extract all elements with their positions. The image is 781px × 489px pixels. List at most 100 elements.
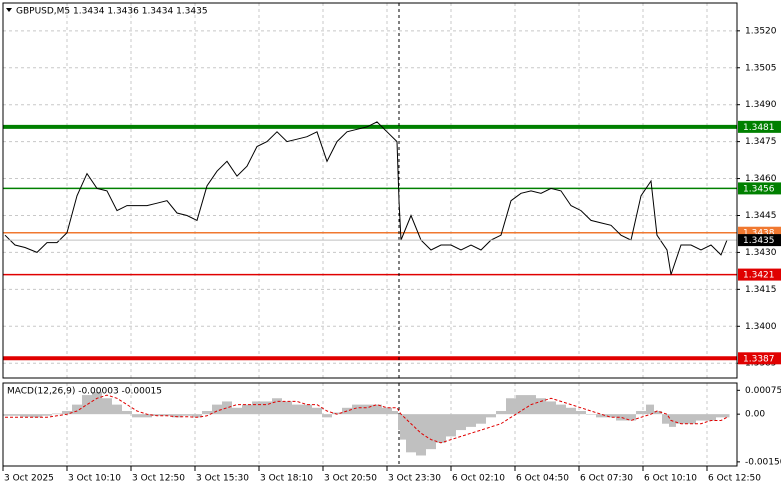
macd-bar [426, 414, 436, 450]
macd-bar [42, 414, 52, 416]
macd-bar [676, 414, 686, 424]
macd-bar [476, 414, 486, 424]
y-tick-label: 1.3490 [745, 100, 777, 110]
macd-bar [596, 414, 606, 418]
macd-bar [626, 414, 636, 421]
macd-bar [496, 410, 506, 415]
x-tick-label: 3 Oct 20:50 [324, 474, 377, 484]
macd-panel-frame [2, 382, 738, 467]
macd-bar [416, 414, 426, 456]
macd-bar [456, 414, 466, 431]
label-layer: 1.3520 1.3505 1.3490 1.3475 1.3460 1.3445 1.34… [2, 26, 781, 484]
macd-bar [556, 404, 566, 415]
macd-bar [382, 407, 392, 415]
y-tick-label: -0.00150 [745, 457, 781, 467]
macd-bar [312, 407, 322, 415]
macd-bar [302, 404, 312, 415]
macd-bar [272, 398, 282, 415]
macd-bar [616, 414, 626, 421]
macd-bar [162, 414, 172, 416]
level-label-box [738, 120, 781, 133]
macd-bar [398, 414, 400, 431]
macd-bar [222, 401, 232, 415]
macd-bar [406, 414, 416, 453]
x-tick-label: 6 Oct 12:50 [708, 474, 761, 484]
macd-bar [576, 410, 586, 415]
y-tick-label: 1.3430 [745, 248, 777, 258]
y-tick-label: 1.3520 [745, 26, 777, 36]
y-tick-label: 1.3460 [745, 174, 777, 184]
x-tick-label: 6 Oct 02:10 [452, 474, 505, 484]
macd-bar [262, 401, 272, 415]
macd-bar [192, 414, 202, 418]
macd-bar [486, 414, 496, 418]
level-label-box [738, 268, 781, 281]
level-label: 1.3456 [743, 184, 775, 194]
macd-bar [102, 398, 112, 415]
last-price-box [738, 234, 781, 247]
macd-bar [20, 414, 31, 417]
macd-bar [172, 414, 182, 418]
macd-bar [31, 414, 42, 418]
macd-bar [352, 404, 362, 415]
macd-bar [92, 391, 102, 415]
x-tick-label: 6 Oct 10:10 [644, 474, 697, 484]
macd-bar [436, 414, 446, 443]
macd-bar [516, 395, 526, 415]
macd-bar [446, 414, 456, 437]
macd-bar [152, 414, 162, 416]
macd-bar [82, 395, 92, 415]
x-tick-label: 3 Oct 12:50 [132, 474, 185, 484]
macd-bar [52, 413, 62, 415]
x-tick-label: 3 Oct 15:30 [196, 474, 249, 484]
macd-bar [706, 414, 716, 421]
level-label-box [738, 182, 781, 195]
macd-bar [232, 407, 242, 415]
chart-title: GBPUSD,M5 1.3434 1.3436 1.3434 1.3435 [16, 7, 208, 17]
macd-bar [292, 404, 302, 415]
macd-bar [372, 404, 382, 415]
macd-bar [716, 414, 724, 418]
macd-bar [2, 414, 10, 416]
x-tick-label: 6 Oct 04:50 [516, 474, 569, 484]
x-tick-label: 3 Oct 10:10 [68, 474, 121, 484]
level-label: 1.3421 [743, 271, 775, 281]
macd-bar [10, 414, 20, 416]
y-tick-label: 1.3400 [745, 322, 777, 332]
macd-bar [72, 404, 82, 415]
x-tick-label: 3 Oct 2025 [4, 474, 54, 484]
macd-bar [362, 404, 372, 415]
macd-title: MACD(12,26,9) -0.00003 -0.00015 [7, 387, 162, 397]
macd-bar [142, 414, 152, 418]
macd-bar [654, 410, 662, 415]
level-label-box [738, 352, 781, 365]
macd-bar [686, 414, 696, 424]
macd-bar [182, 414, 192, 416]
macd-bar [400, 414, 406, 440]
macd-bar [506, 398, 516, 415]
macd-bar [122, 410, 132, 415]
macd-bar [132, 414, 142, 418]
price-panel-frame [2, 2, 738, 379]
macd-bar [202, 410, 212, 415]
macd-bar [536, 398, 546, 415]
macd-bar [282, 401, 292, 415]
y-tick-label: 0.00075 [745, 386, 781, 396]
price-line [4, 121, 728, 275]
macd-bar [322, 414, 332, 418]
y-tick-label: 1.3415 [745, 285, 777, 295]
x-tick-label: 6 Oct 07:30 [580, 474, 633, 484]
macd-bar [112, 404, 122, 415]
level-label: 1.3387 [743, 354, 775, 364]
y-tick-label: 0.00 [745, 410, 765, 420]
macd-bar [332, 412, 342, 415]
macd-bar [212, 404, 222, 415]
level-label: 1.3438 [743, 229, 775, 239]
macd-bar [646, 404, 654, 415]
macd-bar [636, 410, 646, 415]
x-tick-label: 3 Oct 23:30 [388, 474, 441, 484]
mark-layer [2, 3, 737, 466]
macd-bar [724, 414, 730, 418]
y-tick-label: 1.3475 [745, 137, 777, 147]
